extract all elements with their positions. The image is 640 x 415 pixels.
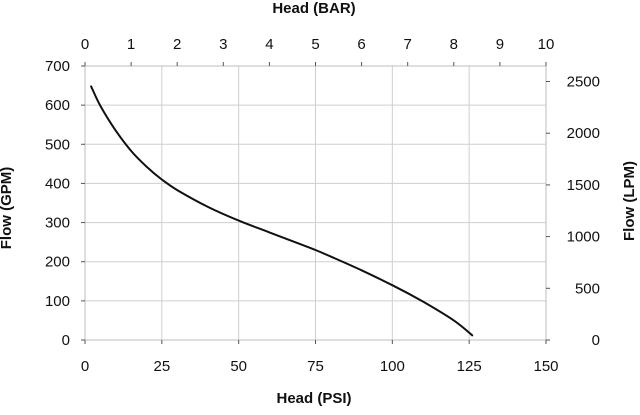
series-layer xyxy=(90,85,474,337)
x-tick-label: 25 xyxy=(153,358,170,375)
y-tick-label: 100 xyxy=(45,293,70,310)
y2-tick-label: 0 xyxy=(592,332,600,349)
x2-tick-label: 8 xyxy=(450,36,458,53)
pump-curve-line-0 xyxy=(90,85,474,337)
y-tick-label: 500 xyxy=(45,136,70,153)
x-tick-label: 100 xyxy=(380,358,405,375)
x-tick-label: 0 xyxy=(81,358,89,375)
y-tick-label: 400 xyxy=(45,175,70,192)
y-tick-label: 0 xyxy=(62,332,70,349)
x2-tick-label: 10 xyxy=(538,36,555,53)
y-tick-label: 200 xyxy=(45,254,70,271)
x-tick-label: 50 xyxy=(230,358,247,375)
x2-tick-label: 1 xyxy=(127,36,135,53)
y2-tick-label: 2000 xyxy=(567,125,600,142)
y-axis-title: Flow (GPM) xyxy=(0,167,15,250)
y2-tick-label: 500 xyxy=(575,280,600,297)
x2-tick-label: 3 xyxy=(219,36,227,53)
x-tick-label: 150 xyxy=(533,358,558,375)
x2-tick-label: 5 xyxy=(311,36,319,53)
y-tick-label: 700 xyxy=(45,58,70,75)
x2-tick-label: 2 xyxy=(173,36,181,53)
y2-tick-label: 2500 xyxy=(567,74,600,91)
grid-layer xyxy=(84,65,547,341)
x2-tick-label: 6 xyxy=(357,36,365,53)
y2-axis-title: Flow (LPM) xyxy=(621,161,638,241)
y2-tick-label: 1500 xyxy=(567,177,600,194)
x2-tick-label: 0 xyxy=(81,36,89,53)
x2-tick-label: 7 xyxy=(404,36,412,53)
x2-tick-label: 9 xyxy=(496,36,504,53)
y2-tick-label: 1000 xyxy=(567,229,600,246)
x-axis-title: Head (PSI) xyxy=(276,390,351,407)
x-tick-label: 75 xyxy=(307,358,324,375)
x2-tick-label: 4 xyxy=(265,36,273,53)
y-tick-label: 600 xyxy=(45,97,70,114)
x-tick-label: 125 xyxy=(457,358,482,375)
y-tick-label: 300 xyxy=(45,215,70,232)
x2-axis-title: Head (BAR) xyxy=(272,0,355,17)
